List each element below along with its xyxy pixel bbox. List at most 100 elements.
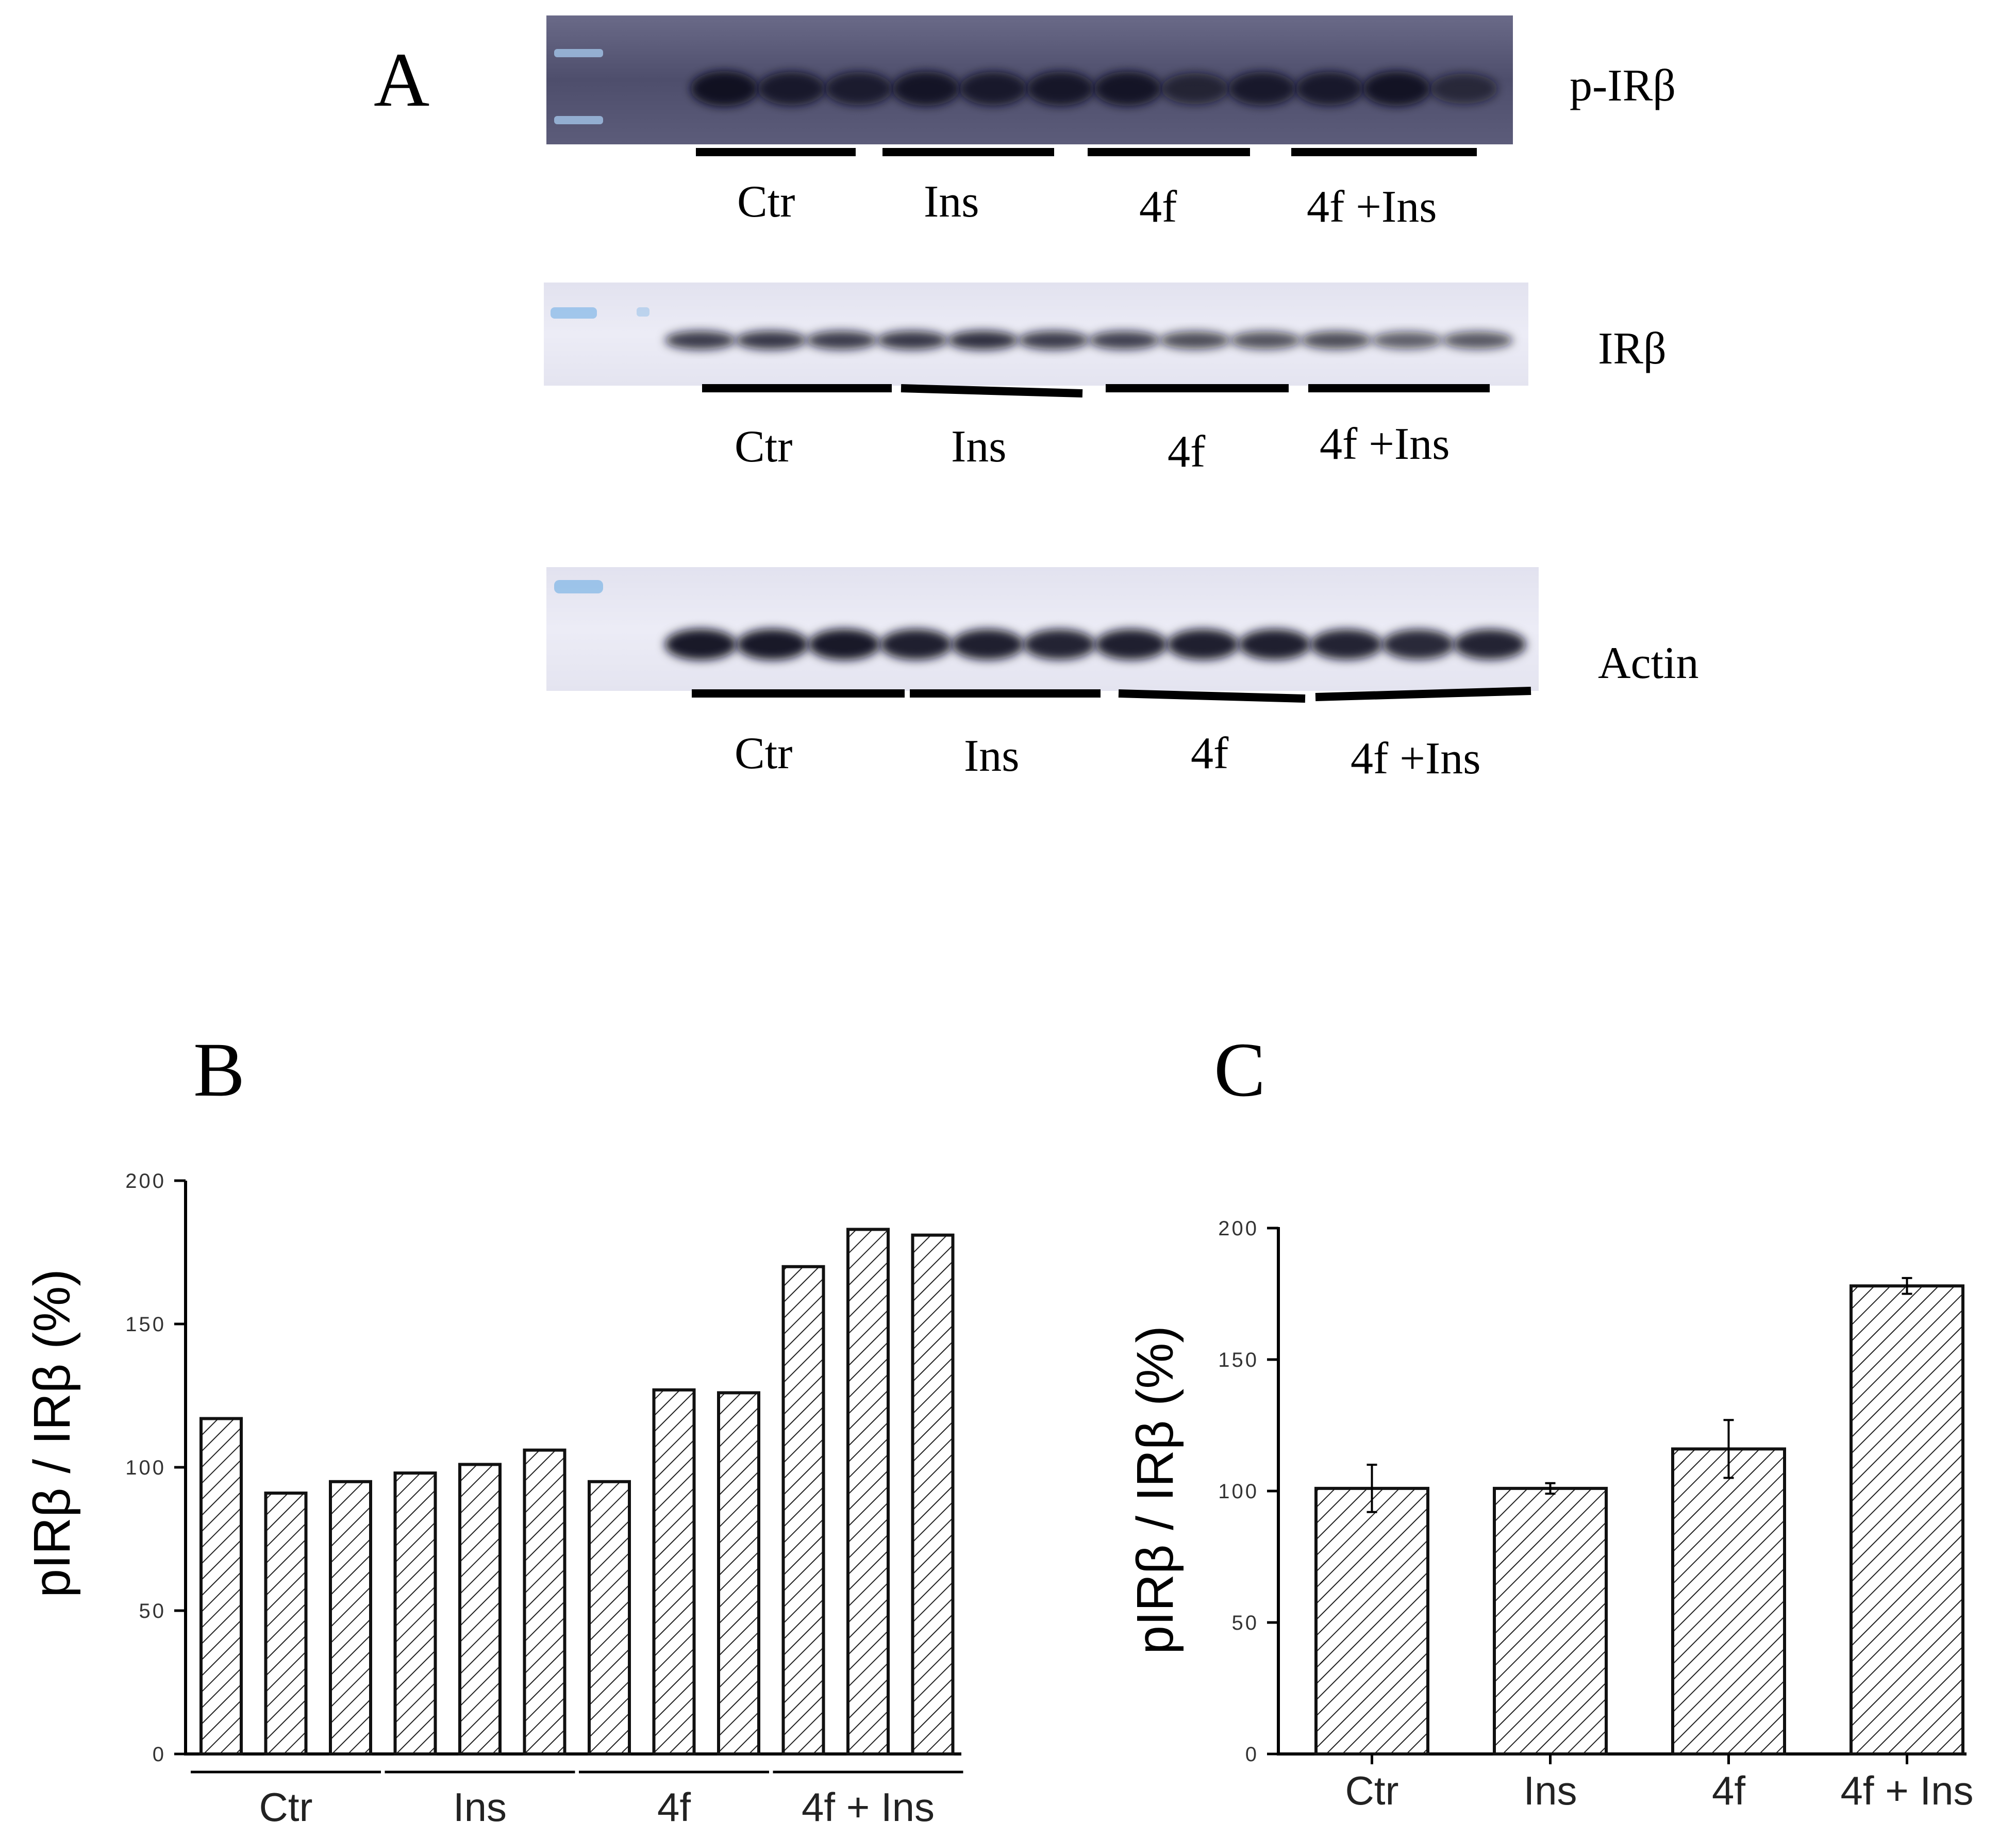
x-tick-label: Ins [1523, 1768, 1577, 1813]
blot-irb-group-labels: Ctr Ins 4f 4f +Ins [735, 419, 1449, 477]
blot-irb-group-lines [702, 384, 1490, 398]
band-p-irb-lane-1 [691, 71, 758, 107]
group-label-ctr: Ctr [737, 177, 795, 227]
panel-c-letter: C [1214, 1027, 1265, 1113]
group-label-4f-ins: 4f +Ins [1351, 734, 1480, 784]
band-actin-lane-9 [1239, 629, 1311, 660]
band-p-irb-lane-12 [1430, 73, 1497, 104]
band-actin-lane-10 [1310, 629, 1382, 660]
bar-b-9 [717, 1391, 760, 1756]
blot-irb: IRβ Ctr Ins 4f 4f +Ins [544, 283, 1667, 477]
bar-b-5 [458, 1463, 502, 1756]
bar-b-4 [393, 1471, 437, 1756]
blot-irb-bands [665, 330, 1513, 350]
group-label-4f-ins: 4f +Ins [1320, 419, 1449, 469]
marker-band [551, 307, 597, 319]
bar-b-3 [329, 1480, 372, 1756]
band-irb-lane-4 [877, 330, 948, 350]
x-tick-label: Ctr [1345, 1768, 1399, 1813]
band-irb-lane-8 [1159, 331, 1230, 350]
band-p-irb-lane-11 [1363, 71, 1430, 106]
y-tick-label: 100 [125, 1456, 166, 1479]
panel-b-letter: B [193, 1027, 245, 1113]
band-p-irb-lane-3 [825, 72, 893, 106]
blot-p-irb: p-IRβ Ctr Ins 4f 4f +Ins [546, 15, 1676, 232]
band-actin-lane-1 [665, 628, 737, 660]
band-irb-lane-9 [1230, 331, 1301, 350]
band-irb-lane-11 [1371, 332, 1442, 349]
panel-c-bars [1314, 1277, 1964, 1764]
panel-b-y-axis-label: pIRβ / IRβ (%) [23, 1269, 81, 1597]
blot-p-irb-bands [691, 71, 1497, 107]
bar-b-7 [588, 1480, 631, 1756]
group-line [1118, 689, 1306, 703]
blot-irb-label: IRβ [1598, 324, 1667, 374]
blot-actin-label: Actin [1598, 638, 1699, 688]
bar-c-4 [1850, 1284, 1964, 1756]
panel-c-y-ticks: 0 50 100 150 200 [1218, 1217, 1278, 1766]
group-label: Ctr [259, 1784, 313, 1830]
marker-band [637, 307, 649, 317]
blot-actin-bands [665, 628, 1526, 660]
panel-c: C pIRβ / IRβ (%) 0 50 100 150 200 Ctr Ins 4f 4f… [1126, 1027, 1974, 1813]
panel-c-x-labels: Ctr Ins 4f 4f + Ins [1345, 1768, 1974, 1813]
panel-c-y-axis-label: pIRβ / IRβ (%) [1126, 1326, 1184, 1654]
marker-band [554, 116, 603, 124]
band-p-irb-lane-7 [1094, 71, 1161, 106]
blot-p-irb-label: p-IRβ [1570, 61, 1676, 111]
bar-b-1 [199, 1417, 243, 1756]
x-tick-label: 4f [1712, 1768, 1745, 1813]
band-p-irb-lane-9 [1228, 72, 1296, 106]
y-tick-label: 200 [1218, 1217, 1259, 1240]
y-tick-label: 50 [139, 1600, 166, 1622]
y-tick-label: 150 [1218, 1349, 1259, 1371]
marker-band [554, 580, 603, 593]
group-label-ins: Ins [924, 177, 979, 227]
group-label-ins: Ins [951, 422, 1007, 472]
band-actin-lane-8 [1167, 629, 1239, 660]
group-line [1315, 687, 1531, 701]
band-actin-lane-3 [808, 628, 880, 660]
band-actin-lane-11 [1382, 629, 1454, 660]
panel-b-groups: Ctr Ins 4f 4f + Ins [191, 1770, 963, 1830]
bar-b-8 [652, 1388, 696, 1756]
group-label-4f: 4f [1139, 182, 1177, 232]
band-irb-lane-10 [1301, 331, 1372, 350]
y-tick-label: 0 [153, 1743, 166, 1766]
blot-actin-membrane [546, 567, 1539, 691]
y-tick-label: 50 [1232, 1612, 1259, 1634]
band-irb-lane-6 [1018, 330, 1089, 350]
bar-b-11 [846, 1228, 890, 1756]
y-tick-label: 0 [1245, 1743, 1259, 1766]
group-label-ctr: Ctr [735, 422, 792, 472]
band-actin-lane-5 [952, 629, 1024, 660]
band-actin-lane-4 [880, 629, 952, 660]
band-p-irb-lane-6 [1027, 71, 1094, 106]
bar-c-3 [1671, 1447, 1786, 1756]
bar-b-2 [264, 1492, 308, 1756]
band-actin-lane-12 [1454, 629, 1526, 660]
band-irb-lane-2 [736, 330, 807, 350]
band-irb-lane-12 [1442, 331, 1513, 350]
panel-a: A p-IRβ Ctr Ins 4f 4f +Ins [374, 15, 1699, 784]
band-p-irb-lane-10 [1295, 72, 1363, 106]
band-p-irb-lane-8 [1161, 73, 1229, 105]
y-tick-label: 150 [125, 1313, 166, 1336]
marker-band [554, 49, 603, 57]
group-label-ins: Ins [964, 731, 1020, 781]
bar-c-1 [1314, 1486, 1429, 1756]
group-line [901, 384, 1083, 398]
band-actin-lane-7 [1095, 629, 1168, 660]
band-p-irb-lane-4 [892, 71, 960, 106]
band-p-irb-lane-5 [959, 72, 1027, 106]
band-irb-lane-7 [1089, 331, 1160, 350]
band-irb-lane-5 [947, 330, 1019, 350]
bar-b-12 [911, 1233, 955, 1756]
band-actin-lane-2 [737, 628, 809, 660]
panel-b-bars [199, 1228, 955, 1756]
panel-b-y-ticks: 0 50 100 150 200 [125, 1170, 186, 1766]
band-actin-lane-6 [1023, 629, 1095, 660]
band-p-irb-lane-2 [758, 72, 825, 106]
group-label: 4f [657, 1784, 691, 1830]
